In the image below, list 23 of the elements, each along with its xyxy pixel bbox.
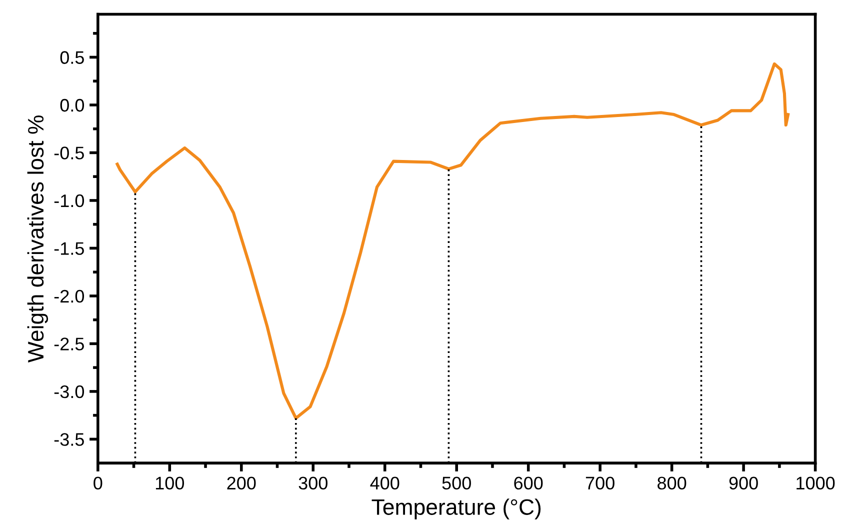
y-tick-label: -2.5	[54, 338, 84, 350]
y-axis-title: Weigth derivatives lost %	[27, 116, 48, 362]
x-tick-label: 100	[156, 476, 184, 490]
y-tick-label: 0.5	[60, 51, 84, 64]
x-tick-label: 200	[227, 476, 256, 490]
x-tick-label: 700	[586, 476, 614, 490]
x-tick-label: 900	[729, 476, 758, 490]
y-tick-label: -2.0	[54, 290, 84, 303]
y-tick-label: -1.0	[54, 194, 84, 208]
y-tick-label: -3.5	[54, 433, 84, 446]
x-tick-label: 1000	[796, 476, 835, 490]
y-tick-label: -3.0	[54, 385, 84, 398]
x-tick-label: 800	[658, 476, 686, 490]
x-tick-label: 400	[370, 476, 400, 490]
x-tick-label: 0	[94, 476, 102, 490]
y-tick-label: 0.0	[60, 98, 84, 112]
x-axis-title: Temperature (°C)	[372, 498, 541, 520]
x-tick-label: 500	[442, 476, 471, 490]
x-tick-label: 300	[298, 476, 328, 490]
x-tick-label: 600	[514, 476, 543, 490]
y-tick-label: -0.5	[54, 146, 84, 160]
y-tick-label: -1.5	[54, 242, 84, 255]
line-series	[116, 62, 790, 420]
